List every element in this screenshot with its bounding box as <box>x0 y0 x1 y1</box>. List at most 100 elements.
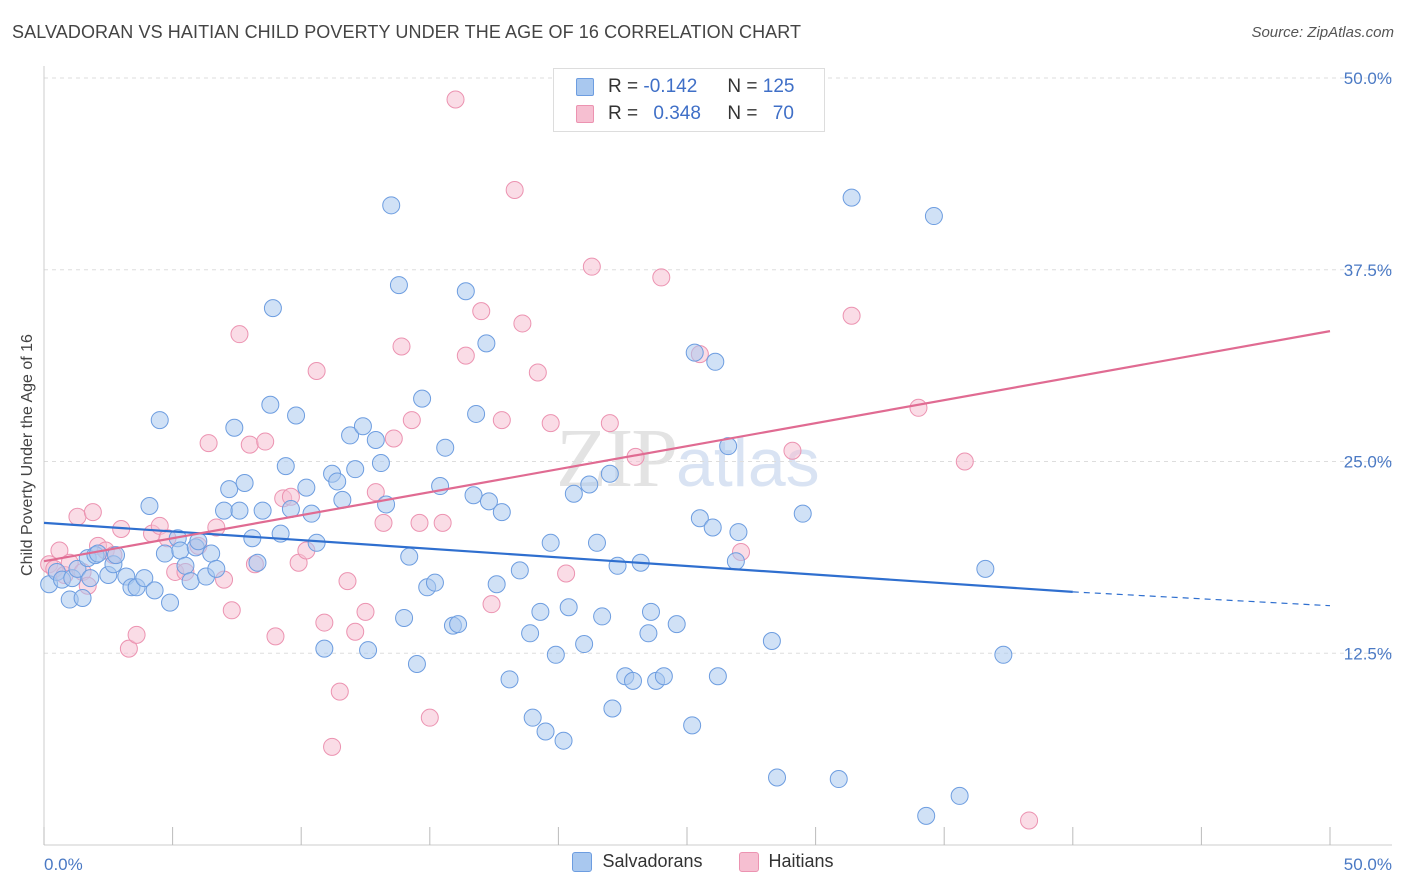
salvadorans-point <box>155 544 174 563</box>
haitians-point <box>410 513 429 532</box>
x-tick-label: 0.0% <box>44 855 83 874</box>
salvadorans-point <box>176 556 195 575</box>
salvadorans-point <box>500 670 519 689</box>
blue-swatch-icon <box>576 78 594 96</box>
haitians-point <box>222 601 241 620</box>
haitians-point <box>783 441 802 460</box>
salvadorans-point <box>726 552 745 571</box>
series-legend: Salvadorans Haitians <box>0 851 1406 872</box>
haitians-point <box>307 361 326 380</box>
salvadorans-point <box>762 631 781 650</box>
haitians-point <box>366 483 385 502</box>
salvadorans-point <box>287 406 306 425</box>
haitians-point <box>909 398 928 417</box>
salvadorans-point <box>479 492 498 511</box>
salvadorans-point <box>449 615 468 634</box>
salvadorans-point <box>559 598 578 617</box>
salvadorans-point <box>546 645 565 664</box>
legend-r-label: R = <box>608 76 639 97</box>
legend-n-label: N = <box>727 76 758 97</box>
haitians-point <box>582 257 601 276</box>
salvadorans-point <box>253 501 272 520</box>
haitians-point <box>323 737 342 756</box>
salvadorans-point <box>464 486 483 505</box>
chart-title: SALVADORAN VS HAITIAN CHILD POVERTY UNDE… <box>12 22 802 42</box>
blue-swatch-icon <box>572 851 593 872</box>
haitians-point <box>1020 811 1039 830</box>
salvadorans-point <box>510 561 529 580</box>
salvadorans-point <box>81 569 100 588</box>
salvadorans-point <box>575 635 594 654</box>
salvadorans-point <box>706 352 725 371</box>
salvadorans-point <box>135 569 154 588</box>
salvadorans-point <box>580 475 599 494</box>
salvadorans-point <box>654 667 673 686</box>
salvadorans-point <box>603 699 622 718</box>
tick-labels: 12.5% 25.0% 37.5% 50.0% 0.0% 50.0% <box>44 69 1392 874</box>
haitians-point <box>600 414 619 433</box>
salvadorans-point <box>230 501 249 520</box>
salvadorans-point <box>207 559 226 578</box>
salvadorans-point <box>248 553 267 572</box>
salvadorans-point <box>328 472 347 491</box>
salvadorans-point <box>215 501 234 520</box>
haitians-point <box>384 429 403 448</box>
salvadorans-point <box>382 196 401 215</box>
haitians-point <box>472 302 491 321</box>
correlation-legend: R = -0.142 N = 125 R = 0.348 N = 70 <box>553 68 825 132</box>
salvadorans-point <box>407 654 426 673</box>
haitians-point <box>482 595 501 614</box>
source-label: Source: ZipAtlas.com <box>1251 24 1394 41</box>
salvadorans-trend-line <box>43 521 1073 593</box>
haitians-point <box>456 346 475 365</box>
haitians-point <box>505 180 524 199</box>
haitians-point <box>230 325 249 344</box>
salvadorans-point <box>315 639 334 658</box>
haitians-point <box>374 513 393 532</box>
salvadorans-point <box>366 431 385 450</box>
salvadorans-point <box>708 667 727 686</box>
haitians-point <box>315 613 334 632</box>
axes <box>43 66 1392 846</box>
legend-row-salvadorans: R = -0.142 N = 125 <box>576 74 794 100</box>
legend-n-value: 125 <box>762 76 795 97</box>
salvadorans-point <box>829 770 848 789</box>
haitians-point <box>420 708 439 727</box>
salvadorans-point <box>623 671 642 690</box>
haitians-trend-line <box>43 330 1331 563</box>
pink-swatch-icon <box>576 105 594 123</box>
salvadorans-point <box>768 768 787 787</box>
salvadorans-point <box>456 282 475 301</box>
salvadorans-point <box>276 457 295 476</box>
haitians-point <box>955 452 974 471</box>
legend-n-value: 70 <box>772 103 794 124</box>
haitians-point <box>68 507 87 526</box>
salvadorans-point <box>523 708 542 727</box>
haitians-point <box>346 622 365 641</box>
salvadorans-point <box>371 454 390 473</box>
salvadorans-point <box>171 541 190 560</box>
salvadorans-trend-extension <box>1072 591 1331 607</box>
salvadorans-point <box>436 438 455 457</box>
salvadorans-point <box>341 426 360 445</box>
salvadorans-point <box>541 533 560 552</box>
haitians-point <box>492 411 511 430</box>
salvadorans-point <box>667 615 686 634</box>
legend-label: Salvadorans <box>602 851 703 871</box>
salvadorans-point <box>685 343 704 362</box>
salvadorans-point <box>425 573 444 592</box>
legend-r-value: 0.348 <box>653 103 701 124</box>
salvadorans-point <box>263 299 282 318</box>
salvadorans-point <box>976 559 995 578</box>
haitians-point <box>392 337 411 356</box>
haitians-point <box>557 564 576 583</box>
haitians-point <box>119 639 138 658</box>
haitians-point <box>266 627 285 646</box>
salvadorans-point <box>554 731 573 750</box>
salvadorans-point <box>107 546 126 565</box>
haitians-point <box>240 435 259 454</box>
legend-n-label: N = <box>727 103 758 124</box>
salvadorans-point <box>395 608 414 627</box>
salvadorans-point <box>531 602 550 621</box>
